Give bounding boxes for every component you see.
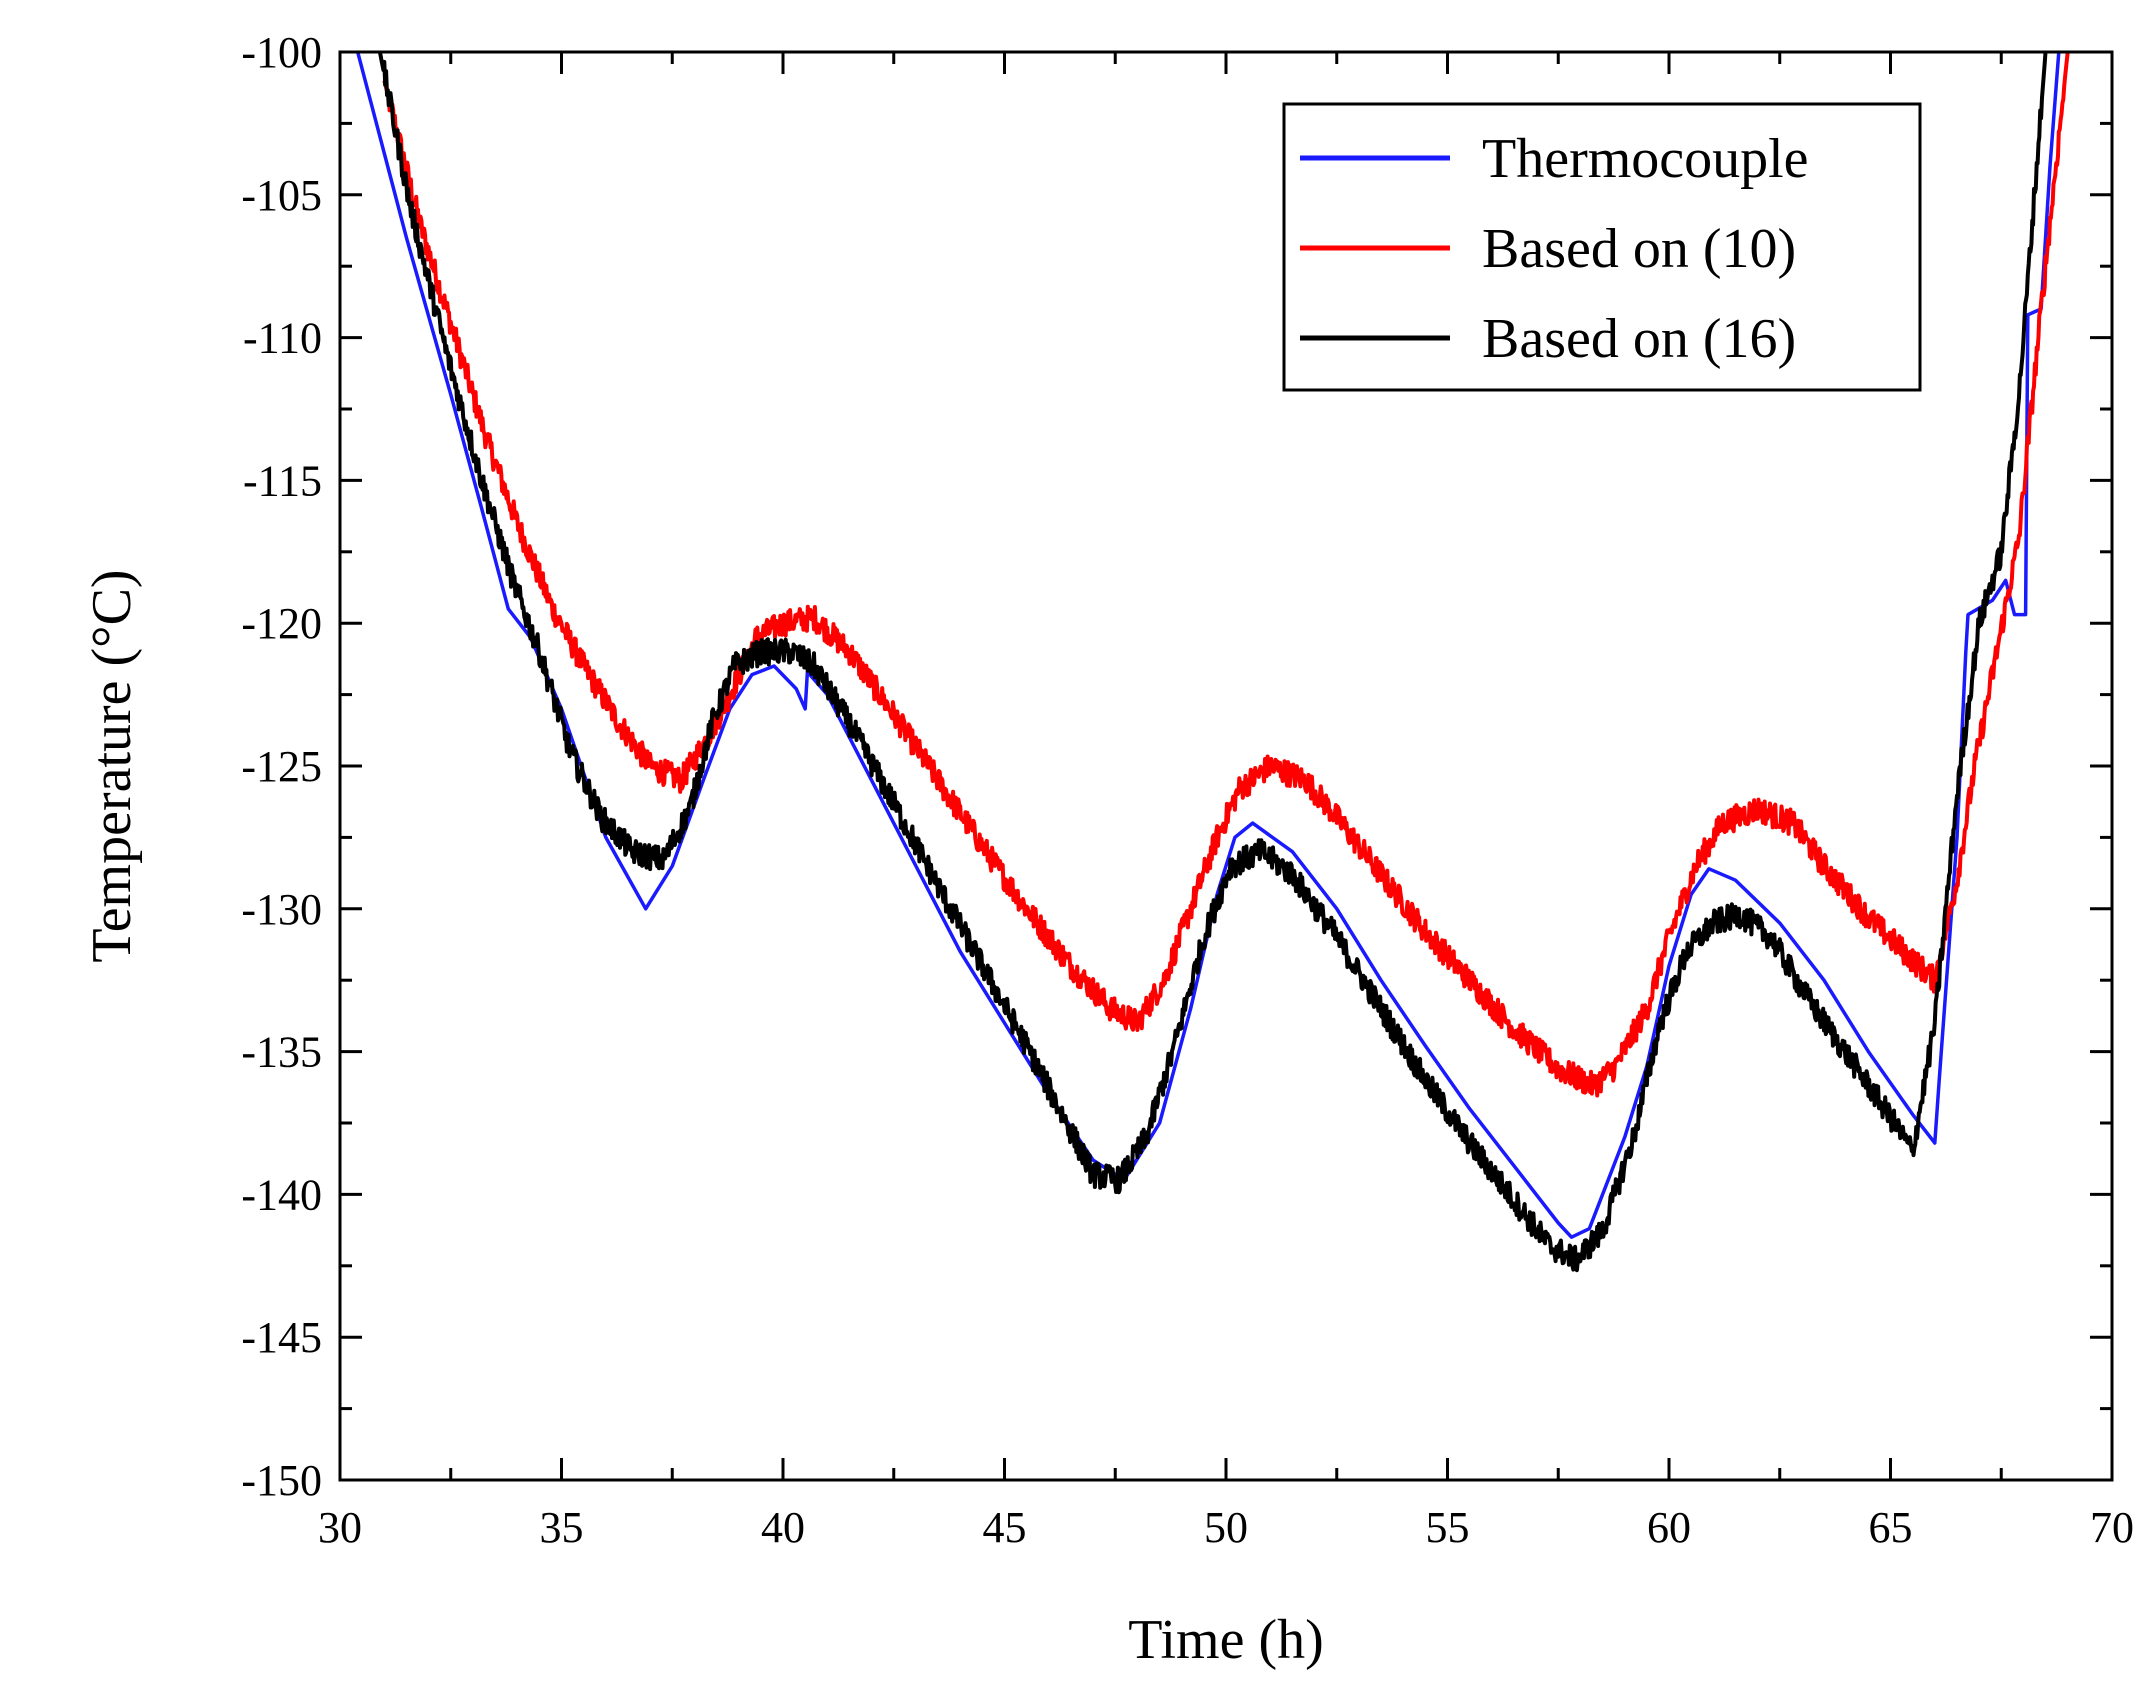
- y-tick-label: -145: [241, 1313, 322, 1362]
- y-axis-title: Temperature (°C): [81, 569, 143, 962]
- x-tick-label: 40: [761, 1503, 805, 1552]
- x-axis-title: Time (h): [1128, 1609, 1324, 1671]
- plot-frame: [338, 50, 2114, 1482]
- y-tick-label: -100: [241, 28, 322, 77]
- x-tick-label: 70: [2090, 1503, 2134, 1552]
- y-tick-label: -120: [241, 599, 322, 648]
- x-tick-label: 65: [1869, 1503, 1913, 1552]
- y-axis-title-group: Temperature (°C): [81, 569, 143, 962]
- tick-labels: 30 35 40 45 50 55 60 65 70 -100 -105 -110 -115 -120 -1…: [241, 28, 2134, 1552]
- x-tick-label: 30: [318, 1503, 362, 1552]
- y-tick-label: -110: [243, 314, 322, 363]
- y-tick-label: -150: [241, 1456, 322, 1505]
- legend-label: Thermocouple: [1482, 128, 1809, 190]
- y-tick-label: -115: [243, 456, 322, 505]
- x-tick-label: 55: [1426, 1503, 1470, 1552]
- series-line-1: [356, 52, 2061, 1239]
- x-tick-label: 45: [983, 1503, 1027, 1552]
- y-tick-label: -130: [241, 885, 322, 934]
- series-line-3: [377, 52, 2048, 1273]
- legend-label: Based on (16): [1482, 308, 1796, 370]
- y-tick-label: -135: [241, 1028, 322, 1077]
- y-tick-label: -125: [241, 742, 322, 791]
- x-tick-label: 35: [540, 1503, 584, 1552]
- series-layer: [356, 52, 2070, 1273]
- y-tick-label: -105: [241, 171, 322, 220]
- x-tick-label: 60: [1647, 1503, 1691, 1552]
- series-line-2: [382, 52, 2070, 1098]
- x-tick-label: 50: [1204, 1503, 1248, 1552]
- legend: Thermocouple Based on (10) Based on (16): [1282, 102, 1922, 392]
- y-tick-label: -140: [241, 1170, 322, 1219]
- legend-label: Based on (10): [1482, 218, 1796, 280]
